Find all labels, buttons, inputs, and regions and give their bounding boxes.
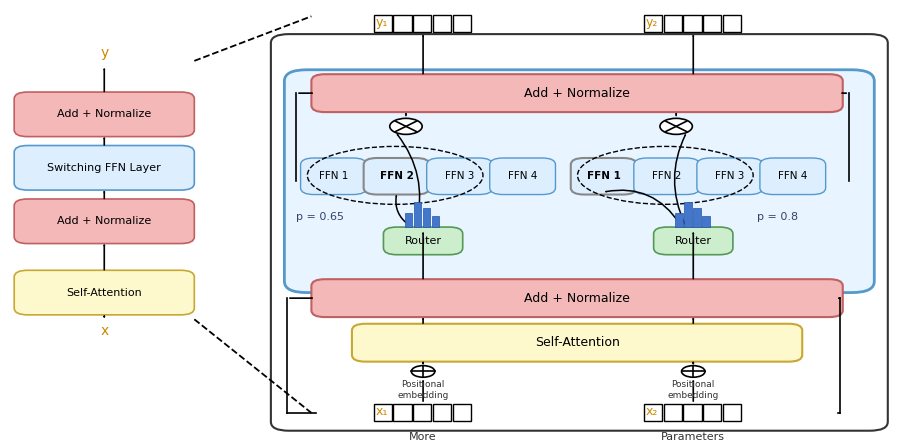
Text: FFN 2: FFN 2 bbox=[380, 171, 413, 181]
Bar bbox=[413, 404, 431, 421]
Circle shape bbox=[390, 118, 422, 135]
Text: Self-Attention: Self-Attention bbox=[67, 287, 143, 298]
FancyBboxPatch shape bbox=[759, 158, 825, 194]
Text: More: More bbox=[410, 432, 437, 442]
FancyBboxPatch shape bbox=[14, 92, 194, 137]
FancyBboxPatch shape bbox=[352, 324, 802, 362]
Bar bbox=[433, 404, 451, 421]
FancyBboxPatch shape bbox=[654, 227, 733, 255]
Bar bbox=[414, 202, 421, 227]
FancyBboxPatch shape bbox=[14, 199, 194, 244]
Bar bbox=[453, 15, 471, 32]
Text: Router: Router bbox=[675, 236, 712, 246]
FancyBboxPatch shape bbox=[490, 158, 556, 194]
FancyBboxPatch shape bbox=[697, 158, 762, 194]
Circle shape bbox=[682, 366, 705, 377]
FancyBboxPatch shape bbox=[284, 70, 874, 293]
Bar bbox=[703, 215, 710, 227]
Bar bbox=[373, 15, 391, 32]
Bar bbox=[664, 404, 682, 421]
Text: FFN 2: FFN 2 bbox=[652, 171, 681, 181]
Bar bbox=[453, 404, 471, 421]
Text: Add + Normalize: Add + Normalize bbox=[524, 87, 630, 100]
Bar bbox=[676, 213, 683, 227]
Bar bbox=[684, 15, 702, 32]
Bar bbox=[704, 15, 722, 32]
Text: FFN 4: FFN 4 bbox=[508, 171, 538, 181]
Bar bbox=[694, 208, 701, 227]
Text: Parameters: Parameters bbox=[661, 432, 725, 442]
Text: FFN 3: FFN 3 bbox=[445, 171, 474, 181]
Bar bbox=[644, 404, 662, 421]
FancyBboxPatch shape bbox=[427, 158, 492, 194]
FancyBboxPatch shape bbox=[634, 158, 700, 194]
Bar bbox=[423, 208, 430, 227]
Text: FFN 3: FFN 3 bbox=[715, 171, 744, 181]
FancyBboxPatch shape bbox=[311, 279, 842, 317]
Bar bbox=[644, 15, 662, 32]
FancyBboxPatch shape bbox=[14, 270, 194, 315]
Text: FFN 4: FFN 4 bbox=[778, 171, 807, 181]
Bar bbox=[664, 15, 682, 32]
Text: y₁: y₁ bbox=[375, 17, 388, 30]
Text: y: y bbox=[100, 46, 108, 59]
Bar bbox=[723, 404, 741, 421]
FancyBboxPatch shape bbox=[311, 74, 842, 112]
Text: Router: Router bbox=[405, 236, 442, 246]
FancyBboxPatch shape bbox=[271, 34, 888, 431]
Bar bbox=[373, 404, 391, 421]
Text: FFN 1: FFN 1 bbox=[318, 171, 348, 181]
Text: x: x bbox=[100, 324, 108, 338]
FancyBboxPatch shape bbox=[383, 227, 463, 255]
FancyBboxPatch shape bbox=[364, 158, 429, 194]
Text: Self-Attention: Self-Attention bbox=[535, 336, 620, 349]
Text: y₂: y₂ bbox=[646, 17, 658, 30]
Bar bbox=[685, 202, 692, 227]
Text: FFN 1: FFN 1 bbox=[586, 171, 621, 181]
Bar bbox=[704, 404, 722, 421]
Text: x₂: x₂ bbox=[646, 405, 658, 418]
FancyBboxPatch shape bbox=[300, 158, 366, 194]
Bar bbox=[723, 15, 741, 32]
Bar bbox=[433, 15, 451, 32]
Bar bbox=[393, 404, 411, 421]
Text: p = 0.8: p = 0.8 bbox=[757, 212, 798, 222]
Circle shape bbox=[411, 366, 435, 377]
Text: Switching FFN Layer: Switching FFN Layer bbox=[48, 163, 161, 173]
Text: Add + Normalize: Add + Normalize bbox=[57, 110, 152, 119]
Bar bbox=[413, 15, 431, 32]
Bar bbox=[684, 404, 702, 421]
Text: Add + Normalize: Add + Normalize bbox=[57, 216, 152, 226]
Text: Positional
embedding: Positional embedding bbox=[398, 380, 449, 400]
Text: Positional
embedding: Positional embedding bbox=[667, 380, 719, 400]
Circle shape bbox=[660, 118, 693, 135]
FancyBboxPatch shape bbox=[571, 158, 637, 194]
FancyBboxPatch shape bbox=[14, 146, 194, 190]
Bar bbox=[393, 15, 411, 32]
Text: Add + Normalize: Add + Normalize bbox=[524, 291, 630, 305]
Text: x₁: x₁ bbox=[375, 405, 388, 418]
Bar bbox=[432, 215, 439, 227]
Text: p = 0.65: p = 0.65 bbox=[296, 212, 344, 222]
Bar bbox=[405, 213, 412, 227]
